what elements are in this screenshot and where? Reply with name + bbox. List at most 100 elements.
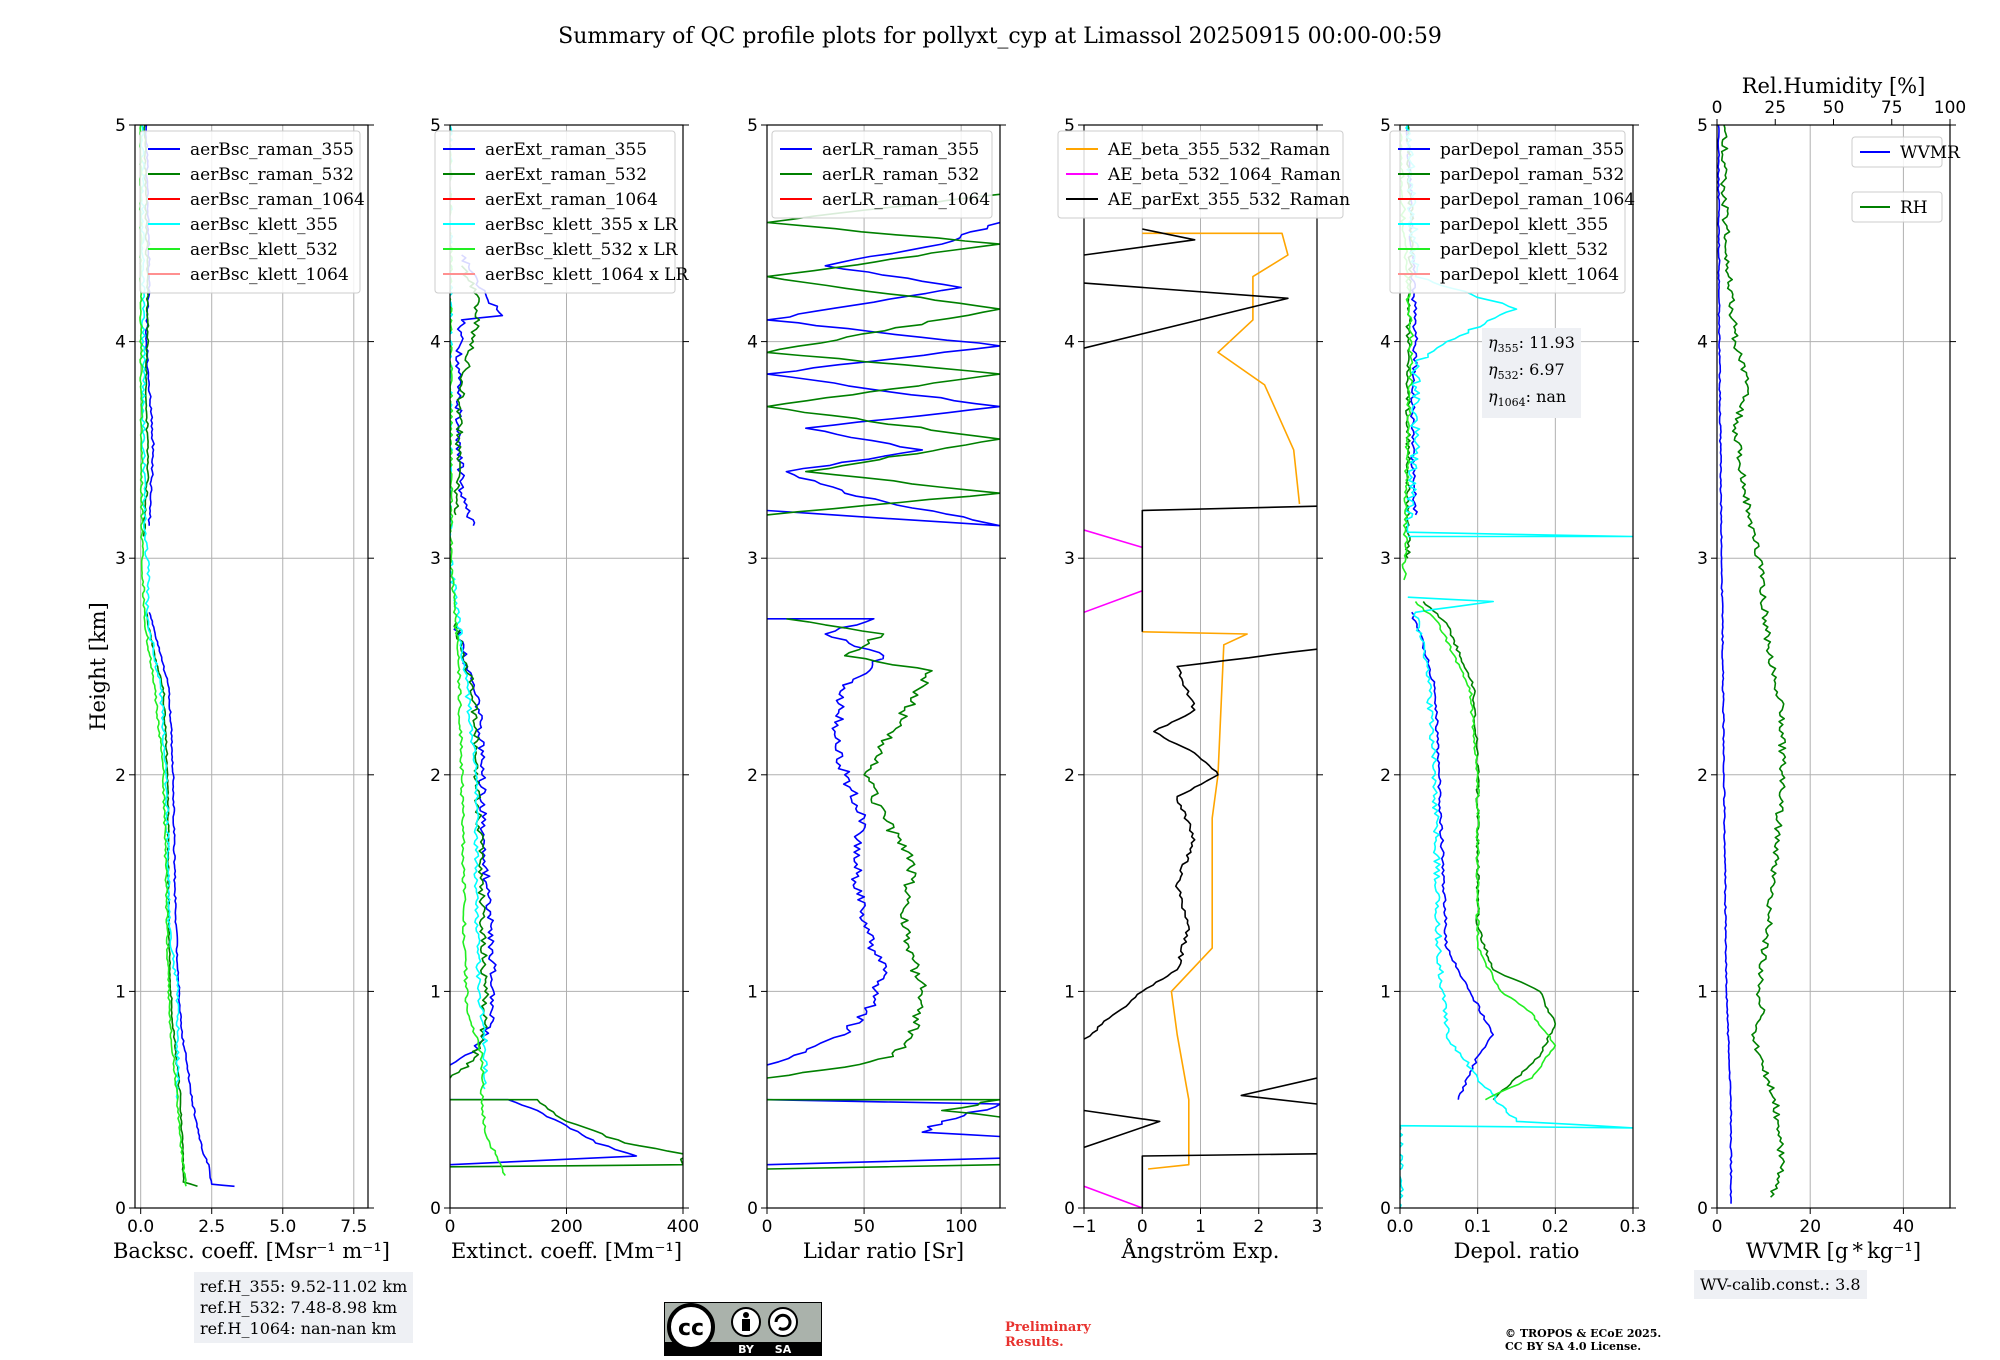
x-axis-label: Ångström Exp. — [1121, 1238, 1280, 1263]
legend-label: aerBsc_klett_532 x LR — [485, 240, 679, 260]
legend-label: AE_beta_532_1064_Raman — [1107, 165, 1341, 185]
cc-icon — [667, 1303, 715, 1351]
legend-label: parDepol_raman_355 — [1440, 140, 1624, 160]
legend-label: aerBsc_klett_355 — [190, 215, 338, 235]
eta-symbol: η — [1488, 333, 1498, 352]
x-tick-label: 3 — [1312, 1217, 1323, 1237]
wv-calib-box: WV-calib.const.: 3.8 — [1694, 1270, 1867, 1299]
legend-box — [771, 130, 993, 219]
panel-backscatter: 0.0 2.5 5.0 7.5 0 1 2 3 4 5 Backsc. coeff. [Msr⁻¹ … — [86, 116, 390, 1263]
y-tick-label: 2 — [1380, 766, 1391, 786]
panel-extinction: 0 200 400 0 1 2 3 4 5 Extinct. coeff. [Mm⁻¹] aerEx… — [430, 116, 699, 1263]
x-tick-label: 40 — [1893, 1217, 1915, 1237]
eta-1064-row: η1064: nan — [1488, 387, 1567, 410]
legend-box — [1851, 136, 1943, 168]
top-x-tick-label: 75 — [1881, 98, 1903, 118]
series-line-AE_parExt_f — [1084, 282, 1289, 349]
cc-by-sa-license-icon: cc BY SA — [664, 1302, 822, 1356]
legend-label: aerBsc_raman_532 — [190, 165, 354, 185]
x-tick-label: 0 — [762, 1217, 773, 1237]
x-tick-label: 0.0 — [127, 1217, 154, 1237]
series-group — [767, 193, 1000, 1170]
y-tick-label: 4 — [1064, 333, 1075, 353]
refh-1064: ref.H_1064: nan-nan km — [200, 1319, 397, 1338]
series-line-aerExt_raman_355_c — [454, 254, 504, 527]
wv-calib-const: WV-calib.const.: 3.8 — [1700, 1275, 1861, 1294]
legend-box — [139, 130, 361, 294]
y-tick-label: 4 — [1380, 333, 1391, 353]
series-line-AE_beta_355_532 — [1142, 631, 1248, 1170]
series-group — [1717, 125, 1787, 1204]
y-tick-label: 0 — [430, 1199, 441, 1219]
x-tick-label: 0.1 — [1464, 1217, 1491, 1237]
legend-label: aerBsc_klett_355 x LR — [485, 215, 679, 235]
legend: parDepol_raman_355 parDepol_raman_532 parD… — [1389, 130, 1635, 294]
eta-355-row: η355: 11.93 — [1488, 333, 1575, 356]
legend-box — [1057, 130, 1344, 219]
series-line-AE_parExt_g — [1084, 228, 1196, 256]
x-tick-label: 0 — [1137, 1217, 1148, 1237]
x-tick-label: 1 — [1195, 1217, 1206, 1237]
legend: aerBsc_raman_355 aerBsc_raman_532 aerBsc_r… — [139, 130, 365, 294]
y-tick-label: 3 — [430, 549, 441, 569]
y-axis-label: Height [km] — [86, 602, 110, 731]
y-tick-label: 1 — [1697, 982, 1708, 1002]
sa-icon — [768, 1307, 798, 1337]
series-line-AE_parExt_c — [1240, 1077, 1317, 1105]
legend-label: parDepol_klett_1064 — [1440, 265, 1619, 285]
series-line-aerBsc_klett_532 — [138, 125, 187, 1187]
eta-sub: 355 — [1497, 342, 1519, 356]
y-tick-label: 0 — [747, 1199, 758, 1219]
y-tick-label: 5 — [1380, 116, 1391, 136]
x-tick-label: 400 — [667, 1217, 699, 1237]
refh-355: ref.H_355: 9.52-11.02 km — [200, 1277, 408, 1296]
legend: WVMR RH — [1851, 136, 1961, 223]
series-line-AE_parExt_b — [1084, 1109, 1161, 1149]
x-axis-label: WVMR [g * kg⁻¹] — [1746, 1239, 1921, 1263]
y-tick-label: 5 — [747, 116, 758, 136]
x-axis-label: Extinct. coeff. [Mm⁻¹] — [451, 1239, 682, 1263]
refh-532: ref.H_532: 7.48-8.98 km — [200, 1298, 398, 1317]
x-tick-label: 50 — [853, 1217, 875, 1237]
y-tick-label: 3 — [115, 549, 126, 569]
series-line-aerExt_raman_532 — [450, 1098, 683, 1168]
legend-label: aerExt_raman_1064 — [485, 190, 658, 210]
by-person-head — [743, 1312, 749, 1318]
eta-532-value: 6.97 — [1529, 360, 1565, 380]
y-tick-label: 2 — [115, 766, 126, 786]
legend-label: aerBsc_raman_355 — [190, 140, 354, 160]
legend-label: parDepol_klett_532 — [1440, 240, 1608, 260]
y-tick-label: 1 — [747, 982, 758, 1002]
y-tick-label: 3 — [1697, 549, 1708, 569]
panel-depol: 0.0 0.1 0.2 0.3 0 1 2 3 4 5 Depol. ratio parDepol_r… — [1380, 116, 1646, 1263]
legend-label: parDepol_klett_355 — [1440, 215, 1608, 235]
series-line-aerLR_low_355 — [767, 1157, 1000, 1166]
legend-label: aerBsc_klett_1064 x LR — [485, 265, 689, 285]
preliminary-results-label: Preliminary Results. — [1005, 1320, 1091, 1350]
series-line-parDepol_raman_355 — [1411, 611, 1494, 1100]
series-line-aerLR_raman_355_upper — [767, 221, 1000, 527]
series-line-AE_beta_532_1064_b — [1084, 589, 1143, 614]
series-line-AE_beta_532_1064_c — [1084, 529, 1143, 549]
y-tick-label: 3 — [1064, 549, 1075, 569]
series-line-aerBsc_raman_355 — [148, 611, 235, 1188]
legend-label: WVMR — [1900, 143, 1961, 163]
legend-label: aerLR_raman_532 — [822, 165, 979, 185]
series-group — [1084, 228, 1317, 1208]
legend-box — [1851, 191, 1943, 223]
axes-frame — [1399, 124, 1634, 1209]
series-line-aerLR_low_532 — [767, 1163, 1000, 1170]
eta-355-value: 11.93 — [1529, 333, 1575, 352]
x-tick-label: 100 — [945, 1217, 977, 1237]
y-tick-label: 4 — [115, 333, 126, 353]
prelim-line-2: Results. — [1005, 1335, 1064, 1350]
series-line-aerExt_raman_532_c — [453, 265, 481, 516]
y-tick-label: 0 — [1064, 1199, 1075, 1219]
eta-sub: 1064 — [1497, 396, 1526, 410]
x-tick-label: 2.5 — [198, 1217, 225, 1237]
top-x-axis-label: Rel.Humidity [%] — [1742, 74, 1926, 98]
series-line-aerLR_raman_532 — [767, 618, 933, 1079]
x-tick-label: 5.0 — [269, 1217, 296, 1237]
y-tick-label: 4 — [747, 333, 758, 353]
